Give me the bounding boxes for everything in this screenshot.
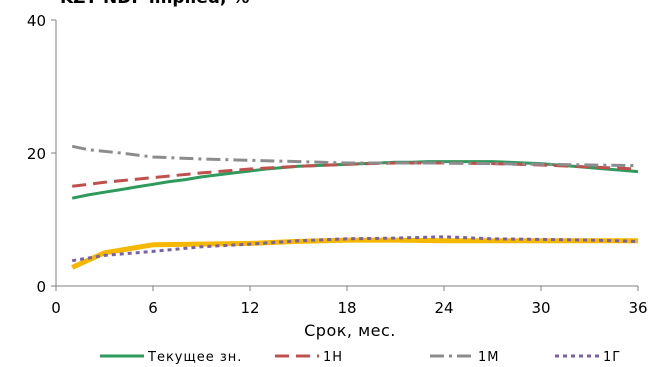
x-tick-label: 6 xyxy=(148,299,158,317)
x-tick-label: 18 xyxy=(337,299,356,317)
legend-label: Текущее зн. xyxy=(147,350,242,365)
series-line-1М xyxy=(71,144,639,168)
y-tick-label: 0 xyxy=(36,278,46,296)
x-tick-label: 36 xyxy=(628,299,647,317)
x-tick-label: 0 xyxy=(51,299,61,317)
plot-area xyxy=(71,144,639,270)
series-line-highlight xyxy=(71,237,638,270)
x-tick-label: 12 xyxy=(240,299,259,317)
axes xyxy=(51,19,639,291)
y-tick-label: 20 xyxy=(27,145,46,163)
series-line-Текущее зн. xyxy=(71,160,639,200)
legend: Текущее зн. 1Н 1М 1Г xyxy=(100,350,621,365)
x-tick-label: 24 xyxy=(434,299,453,317)
legend-label: 1М xyxy=(478,350,500,365)
y-tick-labels: 0 20 40 xyxy=(27,12,46,296)
chart-title: KZT NDF implied, % xyxy=(60,0,249,8)
series-line-1Г xyxy=(71,235,639,263)
x-tick-label: 30 xyxy=(531,299,550,317)
x-tick-labels: 0 6 12 18 24 30 36 xyxy=(51,299,647,317)
legend-label: 1Г xyxy=(603,350,621,365)
x-axis-title: Срок, мес. xyxy=(304,321,396,340)
y-tick-label: 40 xyxy=(27,12,46,30)
legend-label: 1Н xyxy=(323,350,343,365)
